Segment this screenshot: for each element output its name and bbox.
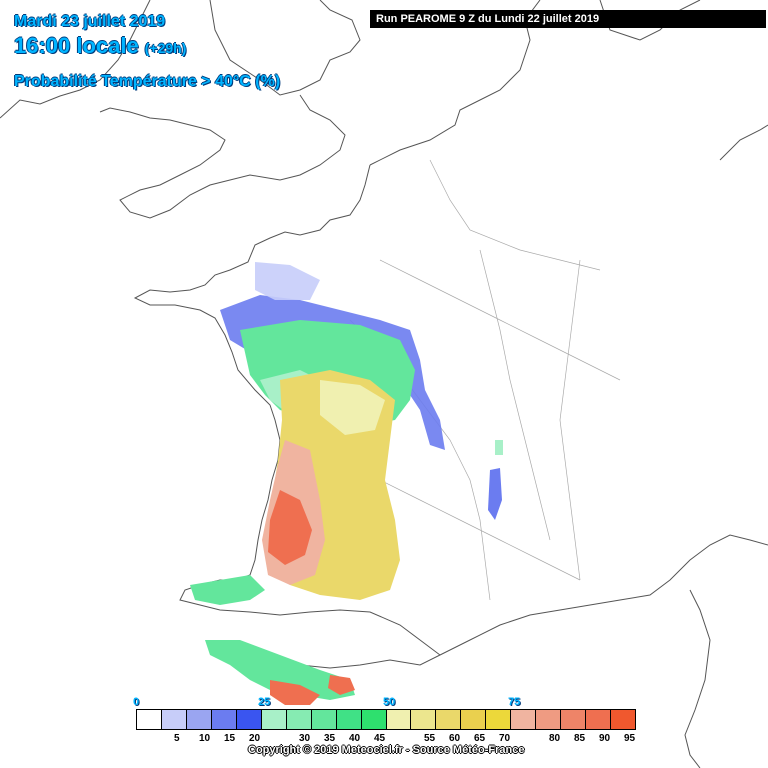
legend-minor-tick: 15 (224, 733, 236, 744)
legend-minor-tick: 30 (299, 733, 311, 744)
legend-swatch (286, 710, 312, 729)
legend-swatch (561, 710, 587, 729)
legend-minor-tick: 65 (474, 733, 486, 744)
legend-swatch (536, 710, 562, 729)
lightblue-zone (255, 262, 320, 300)
pyrenees-red-zone (270, 680, 320, 705)
pyrenees-red-zone-2 (328, 675, 355, 695)
red-zone (268, 490, 312, 565)
legend-swatch (611, 710, 636, 729)
legend-minor-tick: 85 (574, 733, 586, 744)
legend-swatch (486, 710, 512, 729)
legend-swatch (511, 710, 537, 729)
legend-swatch (411, 710, 437, 729)
legend-swatch (186, 710, 212, 729)
forecast-step: (+29h) (144, 40, 187, 56)
pyrenees-zone (205, 640, 355, 700)
copyright-text: Copyright © 2019 Meteociel.fr - Source M… (248, 744, 525, 756)
legend-major-tick: 25 (258, 696, 271, 708)
legend-swatch (311, 710, 337, 729)
forecast-time: 16:00 locale (+29h) (14, 33, 186, 59)
legend-minor-tick: 80 (549, 733, 561, 744)
legend-swatch (236, 710, 262, 729)
europe-coastline (133, 0, 768, 768)
region-borders (299, 159, 621, 601)
legend-minor-tick: 70 (499, 733, 511, 744)
legend-swatch (137, 710, 162, 729)
legend-minor-tick: 95 (624, 733, 636, 744)
legend-minor-tick: 40 (349, 733, 361, 744)
legend-minor-tick: 45 (374, 733, 386, 744)
run-info-bar: Run PEAROME 9 Z du Lundi 22 juillet 2019 (370, 10, 766, 28)
lightyellow-zone (320, 380, 385, 435)
legend-minor-tick: 10 (199, 733, 211, 744)
forecast-date: Mardi 23 juillet 2019 (14, 13, 166, 30)
legend-swatch (361, 710, 387, 729)
east-spot-1 (488, 468, 502, 520)
legend-swatch (386, 710, 412, 729)
southwest-coast-zone (190, 575, 265, 605)
legend-swatch (461, 710, 487, 729)
legend-minor-tick: 35 (324, 733, 336, 744)
legend-swatch (261, 710, 287, 729)
legend-minor-tick: 20 (249, 733, 261, 744)
east-spot-2 (495, 440, 503, 455)
parameter-title: Probabilité Température > 40°C (%) (14, 73, 281, 90)
probability-field (190, 262, 503, 705)
legend-swatch (336, 710, 362, 729)
legend-swatch (586, 710, 612, 729)
legend-major-tick: 50 (383, 696, 396, 708)
color-legend (136, 709, 636, 730)
legend-minor-tick: 5 (174, 733, 180, 744)
legend-swatch (161, 710, 187, 729)
time-label: 16:00 locale (14, 33, 139, 58)
legend-major-tick: 0 (133, 696, 140, 708)
legend-minor-tick: 55 (424, 733, 436, 744)
legend-major-tick: 75 (508, 696, 521, 708)
legend-swatch (436, 710, 462, 729)
legend-minor-tick: 90 (599, 733, 611, 744)
legend-minor-tick: 60 (449, 733, 461, 744)
uk-coastline (0, 0, 361, 219)
legend-swatch (211, 710, 237, 729)
